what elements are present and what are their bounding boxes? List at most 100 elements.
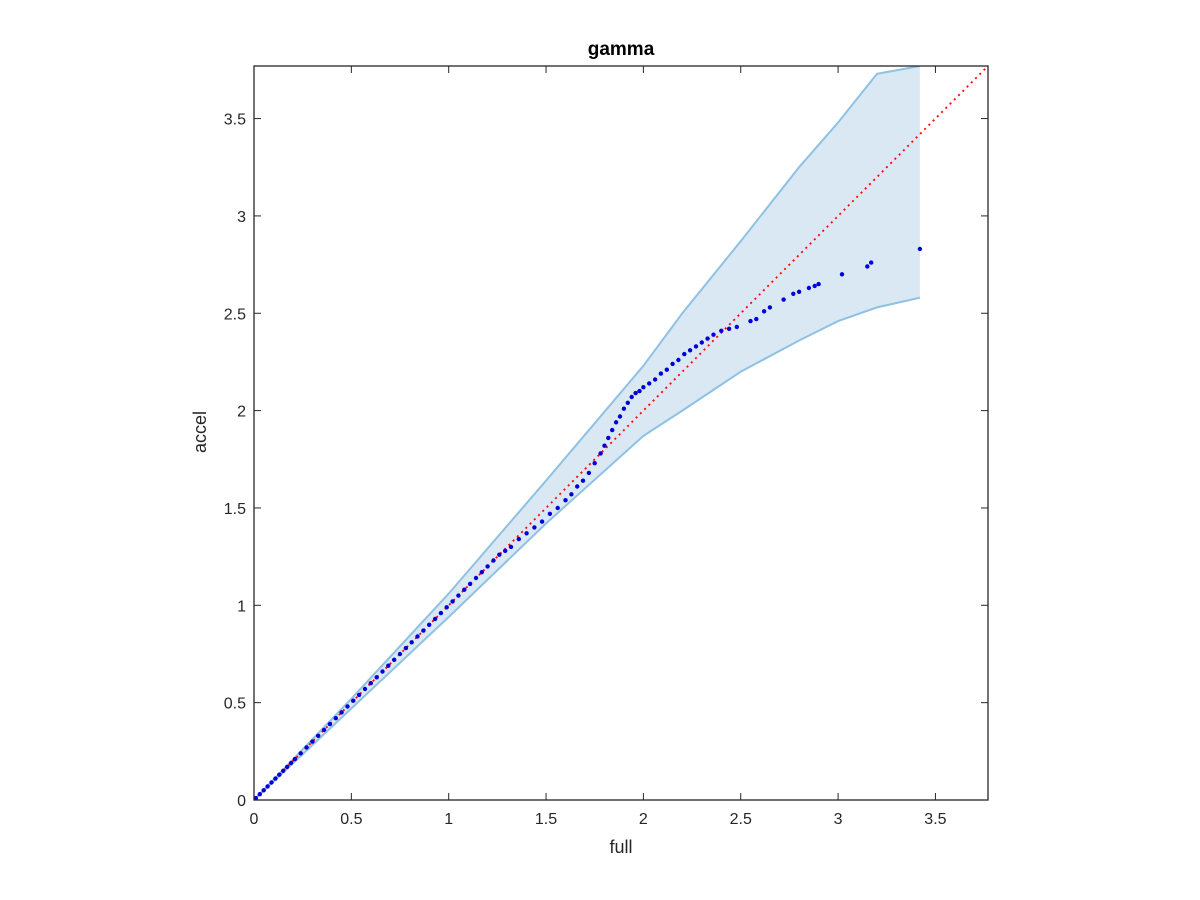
- data-point: [652, 377, 658, 382]
- data-point: [711, 332, 716, 337]
- data-point: [705, 336, 710, 341]
- data-point: [397, 651, 403, 657]
- y-tick-label: 0.5: [224, 696, 246, 713]
- data-point: [781, 297, 786, 302]
- data-point: [682, 351, 687, 357]
- data-point: [273, 776, 278, 781]
- data-point: [374, 675, 379, 680]
- data-point: [734, 324, 739, 330]
- data-point: [555, 505, 560, 511]
- data-point: [497, 552, 502, 557]
- data-point: [617, 414, 623, 419]
- data-point: [415, 634, 420, 639]
- data-point: [485, 564, 490, 569]
- y-tick-label: 0: [237, 793, 246, 810]
- data-point: [503, 548, 508, 553]
- data-point: [351, 698, 356, 703]
- data-point: [676, 357, 681, 363]
- x-tick-label: 1: [444, 811, 453, 828]
- data-point: [491, 558, 496, 563]
- data-point: [687, 348, 693, 353]
- data-point: [613, 420, 619, 425]
- data-point: [586, 470, 592, 476]
- data-point: [748, 318, 753, 324]
- data-point: [386, 663, 391, 668]
- data-point: [761, 309, 767, 314]
- data-point: [726, 326, 732, 331]
- data-point: [602, 443, 607, 448]
- data-point: [362, 686, 368, 692]
- data-point: [539, 519, 545, 524]
- data-point: [641, 385, 646, 390]
- data-point: [253, 795, 259, 801]
- data-point: [547, 511, 553, 516]
- data-point: [438, 610, 444, 616]
- data-point: [310, 739, 315, 744]
- reference-line: [254, 66, 988, 800]
- data-point: [598, 451, 603, 456]
- data-point: [816, 281, 821, 287]
- data-point: [575, 484, 580, 489]
- data-point: [368, 681, 373, 686]
- data-point: [516, 536, 521, 542]
- data-point: [345, 704, 350, 709]
- data-point: [719, 328, 724, 333]
- data-point: [304, 745, 309, 750]
- data-point: [767, 305, 773, 310]
- data-point: [658, 371, 664, 376]
- axes-box: [253, 65, 989, 801]
- data-point: [869, 260, 874, 265]
- data-point: [629, 394, 634, 400]
- data-point: [806, 285, 812, 291]
- data-point: [281, 768, 286, 773]
- x-tick-label: 0: [250, 811, 259, 828]
- data-point: [467, 581, 473, 587]
- data-point: [625, 400, 630, 405]
- data-point: [473, 575, 479, 581]
- data-point: [580, 478, 586, 483]
- x-tick-label: 2.5: [730, 811, 752, 828]
- data-point: [508, 544, 514, 550]
- y-tick-label: 3.5: [224, 112, 246, 129]
- data-point: [670, 361, 675, 367]
- data-point: [796, 289, 802, 294]
- x-tick-label: 0.5: [340, 811, 362, 828]
- data-point: [409, 640, 414, 645]
- data-point: [339, 710, 344, 715]
- data-point: [479, 570, 484, 575]
- data-point: [427, 622, 432, 627]
- y-tick-label: 2.5: [224, 306, 246, 323]
- data-point: [812, 283, 817, 289]
- y-tick-label: 2: [237, 404, 246, 421]
- data-point: [450, 599, 455, 604]
- y-tick-label: 3: [237, 209, 246, 226]
- x-tick-label: 3: [834, 811, 843, 828]
- x-tick-label: 3.5: [924, 811, 946, 828]
- data-point: [569, 492, 574, 497]
- data-point: [444, 605, 449, 610]
- data-point: [298, 751, 303, 756]
- data-point: [637, 388, 642, 394]
- data-point: [265, 784, 270, 789]
- data-point: [532, 525, 537, 530]
- data-point: [333, 716, 338, 721]
- y-axis-label: accel: [190, 411, 210, 453]
- data-point: [392, 657, 397, 662]
- data-point: [606, 435, 611, 441]
- data-point: [316, 733, 321, 738]
- data-point: [432, 616, 438, 622]
- data-point: [791, 291, 796, 296]
- chart-title: gamma: [588, 39, 655, 60]
- data-point: [917, 246, 923, 252]
- data-point: [284, 764, 290, 770]
- data-point: [269, 780, 274, 785]
- data-point: [563, 498, 568, 503]
- data-point: [292, 756, 298, 762]
- x-tick-label: 2: [639, 811, 648, 828]
- data-point: [327, 721, 333, 727]
- data-point: [403, 645, 409, 651]
- data-point: [356, 692, 362, 698]
- band-lower-edge: [254, 296, 921, 800]
- data-point: [261, 788, 266, 793]
